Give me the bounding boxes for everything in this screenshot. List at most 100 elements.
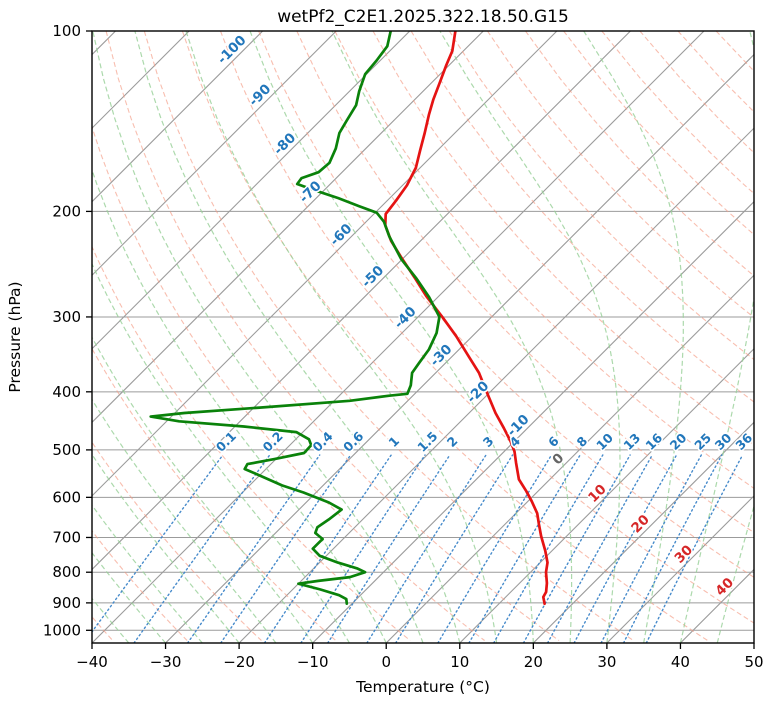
mixing-ratio-line-3 [366, 454, 487, 643]
mixing-ratio-line-6 [437, 454, 553, 643]
dry-adiabat-lines [92, 31, 754, 641]
moist-adiabat-5C [92, 31, 424, 643]
moist-adiabat-40C [679, 31, 754, 643]
y-axis-label: Pressure (hPa) [6, 281, 24, 392]
dry-adiabat-453K [715, 31, 754, 72]
moist-adiabat-0C [92, 168, 387, 643]
moist-adiabat-25C [331, 31, 573, 643]
mixing-ratio-line-0.1 [92, 454, 224, 634]
isotherm-label--80: -80 [271, 130, 300, 159]
mixing-ratio-lines [92, 454, 744, 643]
y-tick-label-1000: 1000 [43, 621, 81, 639]
x-tick-label-50: 50 [744, 653, 763, 671]
moist-adiabat-15C [185, 31, 498, 643]
x-tick-label-30: 30 [597, 653, 616, 671]
y-tick-label-800: 800 [52, 563, 81, 581]
dry-adiabat-463K [753, 31, 754, 32]
dry-adiabat-443K [677, 31, 754, 113]
isotherm-label-20: 20 [628, 512, 653, 537]
dry-adiabat-253K [92, 441, 262, 641]
isotherm-40 [680, 568, 754, 643]
dry-adiabat-323K [219, 31, 754, 624]
mixing-ratio-line-8 [468, 454, 581, 643]
mixing-ratio-line-0.6 [220, 454, 352, 643]
isotherm-label--90: -90 [246, 81, 275, 110]
moist-adiabat-20C [249, 31, 534, 643]
moist-adiabat-10C [134, 31, 461, 643]
isotherm-10 [459, 347, 754, 643]
moist-adiabat-35C [583, 31, 684, 643]
mixing-ratio-label-0.4: 0.4 [309, 428, 335, 454]
y-tick-label-500: 500 [52, 441, 81, 459]
mixing-ratio-line-36 [645, 454, 744, 643]
dry-adiabat-403K [525, 31, 754, 277]
dry-adiabat-293K [105, 31, 560, 641]
moist-adiabat-30C [439, 31, 621, 643]
mixing-ratio-line-25 [600, 454, 702, 643]
sounding-profiles [149, 31, 549, 606]
mixing-ratio-line-20 [573, 454, 678, 643]
x-tick-label-10: 10 [450, 653, 469, 671]
moist-adiabat--20C [92, 453, 240, 643]
mixing-ratio-label-0.6: 0.6 [340, 428, 366, 454]
y-tick-label-200: 200 [52, 202, 81, 220]
moist-adiabat--30C [92, 551, 167, 643]
mixing-ratio-line-10 [493, 454, 604, 643]
isotherm--70 [92, 31, 484, 424]
axes: −40 −30 −20 −10 0 10 20 30 40 5010020030040050060… [43, 22, 764, 671]
isotherm-0 [385, 274, 754, 643]
isotherm-label-30: 30 [672, 542, 697, 567]
x-tick-label--20: −20 [223, 653, 255, 671]
moist-adiabat--35C [92, 597, 130, 643]
isotherm--110 [92, 31, 190, 129]
x-tick-label-0: 0 [381, 653, 391, 671]
mixing-ratio-label-1: 1 [385, 433, 402, 450]
y-tick-label-600: 600 [52, 488, 81, 506]
chart-title: wetPf2_C2E1.2025.322.18.50.G15 [277, 7, 569, 27]
isotherm--100 [92, 31, 264, 203]
dry-adiabat-303K [143, 31, 634, 641]
dry-adiabat-383K [448, 31, 754, 361]
isotherm-label--60: -60 [327, 221, 356, 250]
mixing-ratio-line-1 [263, 454, 392, 643]
isotherm-label--50: -50 [359, 263, 388, 292]
x-tick-label-40: 40 [671, 653, 690, 671]
moist-adiabat--5C [92, 262, 350, 643]
y-tick-label-700: 700 [52, 528, 81, 546]
isotherm-label--40: -40 [391, 304, 420, 333]
y-tick-label-400: 400 [52, 383, 81, 401]
moist-adiabat-lines [92, 31, 754, 643]
dry-adiabat-363K [372, 31, 754, 446]
mixing-ratio-line-2 [327, 454, 451, 643]
x-tick-label-20: 20 [524, 653, 543, 671]
isotherm-label--70: -70 [296, 178, 325, 207]
dry-adiabat-433K [639, 31, 754, 154]
mixing-ratio-label-8: 8 [574, 433, 591, 450]
y-tick-label-100: 100 [52, 22, 81, 40]
isotherm-label-10: 10 [585, 481, 610, 506]
mixing-ratio-label-2: 2 [444, 433, 461, 450]
dry-adiabat-273K [92, 245, 411, 641]
mixing-ratio-line-0.2 [133, 454, 271, 643]
pressure-gridlines [92, 31, 754, 631]
x-axis-label: Temperature (°C) [355, 678, 490, 696]
isotherm-label-0: 0 [549, 450, 567, 468]
isotherm-30 [606, 495, 754, 643]
dry-adiabat-283K [92, 125, 485, 641]
plot-border [91, 30, 755, 644]
isotherm--50 [92, 31, 631, 571]
mixing-ratio-label-0.1: 0.1 [213, 428, 239, 454]
isotherm-20 [532, 421, 754, 643]
isotherm--80 [92, 31, 411, 350]
isotherm--60 [92, 31, 558, 497]
isotherm-50 [753, 642, 754, 643]
dry-adiabat-313K [181, 31, 708, 641]
dry-adiabat-263K [92, 347, 337, 641]
mixing-ratio-line-4 [395, 454, 514, 643]
y-tick-label-300: 300 [52, 308, 81, 326]
dry-adiabat-353K [334, 31, 754, 490]
isotherm--10 [312, 200, 754, 643]
dry-adiabat-343K [296, 31, 754, 534]
